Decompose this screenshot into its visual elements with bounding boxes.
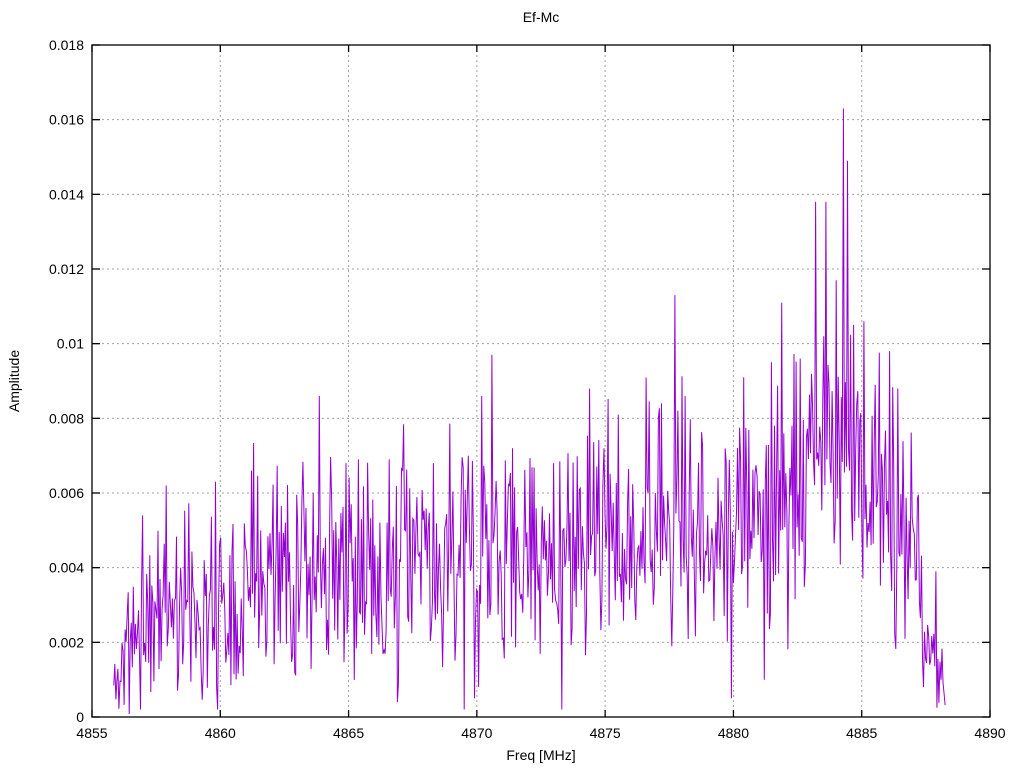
x-tick-label: 4870 [461, 725, 492, 741]
y-tick-label: 0.002 [49, 634, 84, 650]
y-tick-label: 0.004 [49, 560, 84, 576]
y-tick-label: 0.014 [49, 186, 84, 202]
x-tick-label: 4890 [974, 725, 1005, 741]
x-tick-label: 4855 [76, 725, 107, 741]
y-tick-label: 0 [76, 709, 84, 725]
plot-title: Ef-Mc [522, 9, 560, 25]
series-line [113, 108, 946, 715]
y-tick-label: 0.012 [49, 261, 84, 277]
plot-border [91, 44, 991, 718]
y-tick-label: 0.01 [57, 336, 84, 352]
y-tick-label: 0.016 [49, 112, 84, 128]
y-tick-label: 0.008 [49, 410, 84, 426]
x-tick-label: 4860 [205, 725, 236, 741]
x-axis-label: Freq [MHz] [506, 747, 576, 763]
x-tick-label: 4875 [590, 725, 621, 741]
y-axis-label: Amplitude [6, 349, 22, 413]
y-tick-label: 0.018 [49, 37, 84, 53]
x-tick-label: 4865 [333, 725, 364, 741]
x-tick-label: 4880 [718, 725, 749, 741]
x-tick-label: 4885 [846, 725, 877, 741]
y-tick-label: 0.006 [49, 485, 84, 501]
